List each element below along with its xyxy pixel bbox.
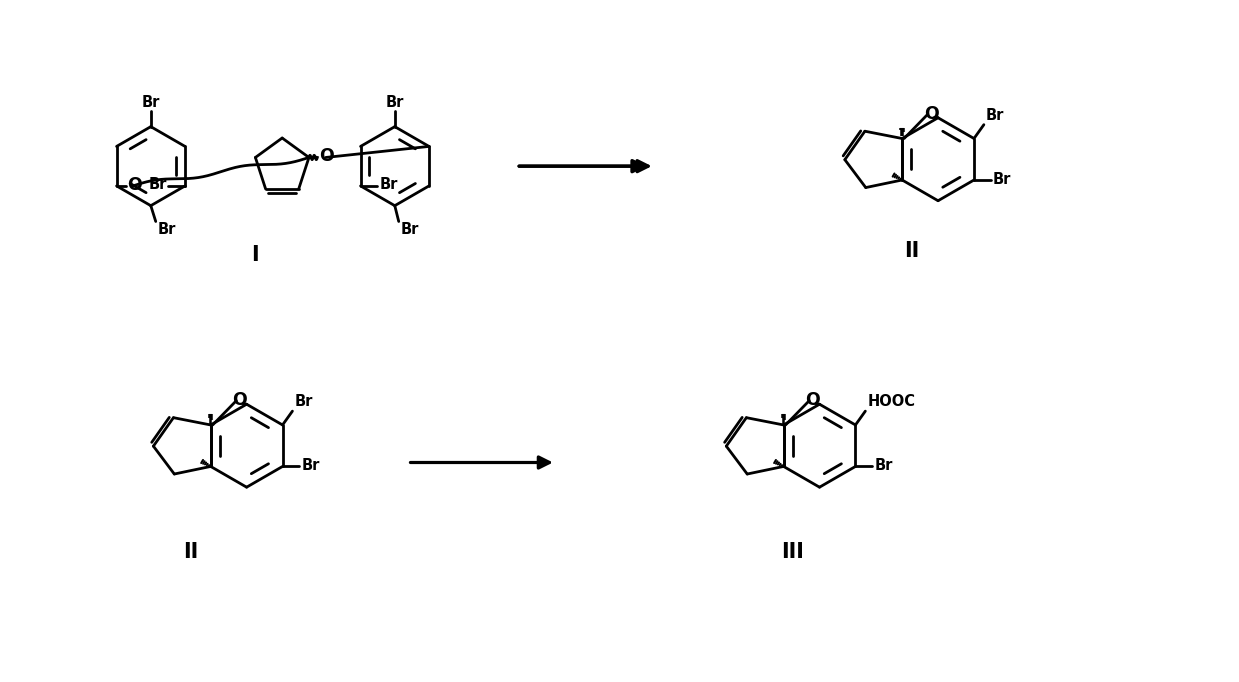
Text: Br: Br — [400, 222, 419, 237]
Text: O: O — [233, 391, 247, 409]
Text: O: O — [924, 105, 938, 123]
Text: O: O — [128, 176, 142, 194]
Text: Br: Br — [141, 95, 160, 110]
Text: O: O — [805, 391, 820, 409]
Text: Br: Br — [385, 95, 404, 110]
Text: Br: Br — [149, 177, 167, 192]
Text: Br: Br — [379, 177, 398, 192]
Text: II: II — [182, 542, 198, 561]
Text: III: III — [782, 542, 804, 561]
Text: O: O — [320, 147, 335, 166]
Text: II: II — [903, 241, 919, 261]
Text: Br: Br — [301, 458, 320, 473]
Text: Br: Br — [875, 458, 892, 473]
Text: I: I — [250, 246, 258, 265]
Text: Br: Br — [986, 108, 1005, 123]
Text: HOOC: HOOC — [867, 394, 916, 409]
Text: Br: Br — [295, 394, 312, 409]
Text: Br: Br — [157, 222, 176, 237]
Text: Br: Br — [992, 171, 1011, 186]
